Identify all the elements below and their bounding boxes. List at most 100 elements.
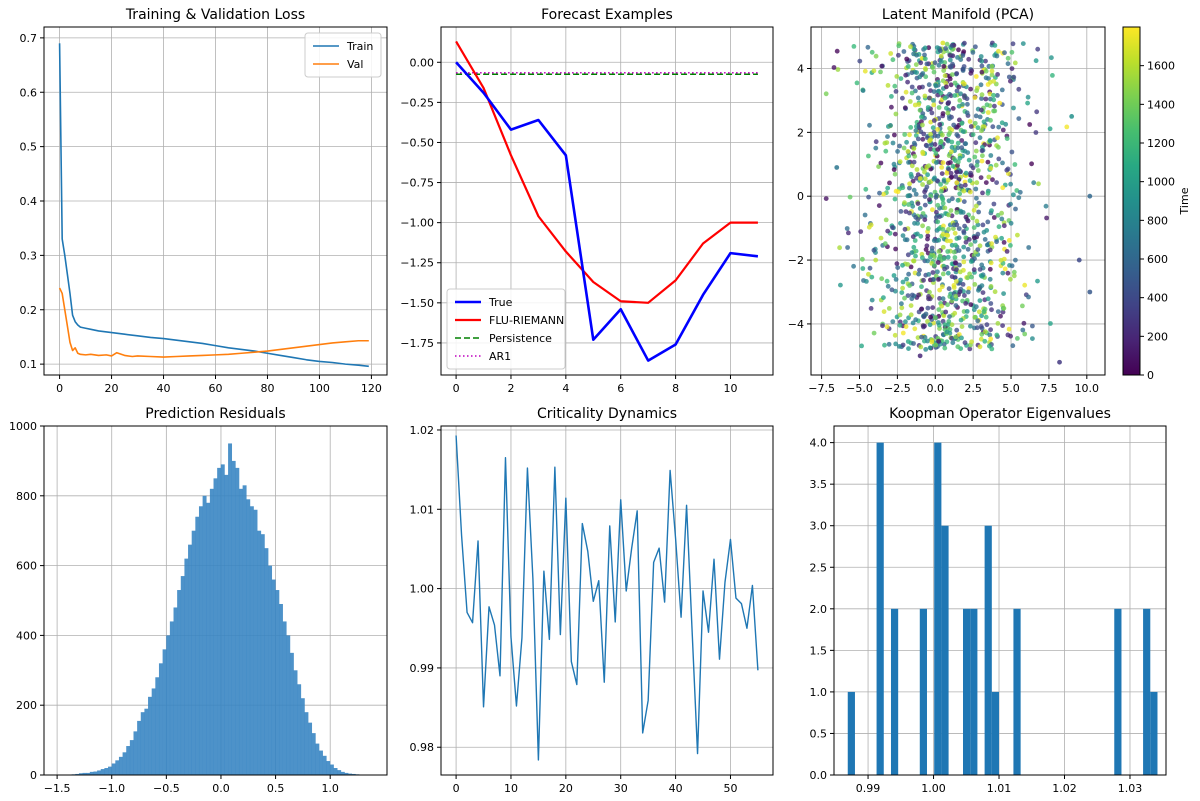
scatter-point bbox=[1001, 240, 1007, 245]
scatter-point bbox=[949, 322, 955, 328]
scatter-point bbox=[834, 165, 840, 170]
scatter-point bbox=[1009, 263, 1015, 269]
legend-label: Train bbox=[346, 40, 373, 53]
scatter-point bbox=[1069, 113, 1075, 119]
scatter-point bbox=[1050, 73, 1055, 78]
histogram-bar bbox=[275, 590, 280, 775]
scatter-point bbox=[1022, 331, 1028, 337]
scatter-point bbox=[866, 194, 871, 200]
y-tick-label: 0.5 bbox=[20, 141, 38, 154]
scatter-point bbox=[929, 252, 934, 257]
scatter-point bbox=[949, 72, 955, 77]
scatter-point bbox=[965, 101, 970, 107]
scatter-point bbox=[942, 322, 948, 328]
scatter-point bbox=[963, 214, 969, 220]
scatter-point bbox=[845, 245, 850, 250]
axes-frame bbox=[43, 425, 388, 776]
histogram-bar bbox=[991, 691, 1000, 775]
scatter-point bbox=[979, 92, 985, 98]
legend-label: Val bbox=[347, 58, 363, 71]
histogram-bar bbox=[198, 506, 203, 775]
scatter-point bbox=[911, 159, 917, 165]
scatter-point bbox=[911, 46, 917, 52]
histogram-bar bbox=[177, 590, 182, 775]
scatter-point bbox=[939, 165, 945, 170]
histogram-bar bbox=[97, 770, 102, 775]
scatter-point bbox=[900, 262, 905, 268]
scatter-point bbox=[950, 61, 955, 67]
scatter-point bbox=[911, 187, 917, 193]
scatter-point bbox=[892, 196, 898, 202]
y-tick-label: 0.7 bbox=[20, 32, 38, 45]
scatter-point bbox=[970, 215, 976, 221]
histogram-bar bbox=[202, 495, 207, 775]
scatter-point bbox=[892, 171, 898, 177]
scatter-point bbox=[960, 129, 966, 135]
scatter-point bbox=[940, 231, 946, 237]
scatter-point bbox=[823, 91, 829, 97]
y-tick-label: 0.0 bbox=[810, 769, 828, 782]
scatter-point bbox=[927, 197, 932, 203]
scatter-point bbox=[913, 62, 919, 67]
scatter-point bbox=[929, 339, 935, 345]
histogram-bar bbox=[293, 670, 298, 775]
y-tick-label: 2.0 bbox=[810, 603, 828, 616]
scatter-point bbox=[860, 256, 865, 262]
scatter-point bbox=[910, 320, 916, 326]
scatter-point bbox=[945, 249, 951, 254]
scatter-point bbox=[1001, 223, 1007, 229]
scatter-points bbox=[823, 40, 1093, 365]
scatter-point bbox=[955, 145, 961, 151]
scatter-point bbox=[1017, 189, 1023, 195]
scatter-point bbox=[1026, 294, 1031, 300]
scatter-point bbox=[958, 277, 963, 283]
scatter-point bbox=[934, 45, 940, 50]
scatter-point bbox=[951, 122, 957, 128]
scatter-point bbox=[940, 200, 946, 206]
scatter-point bbox=[942, 73, 948, 79]
scatter-point bbox=[1000, 270, 1006, 276]
scatter-point bbox=[863, 186, 869, 192]
x-tick-label: −0.5 bbox=[153, 782, 180, 795]
scatter-point bbox=[925, 105, 931, 110]
x-tick-label: 30 bbox=[614, 782, 628, 795]
scatter-point bbox=[935, 202, 941, 208]
histogram-bar bbox=[271, 579, 276, 775]
histogram-bar bbox=[260, 534, 265, 775]
scatter-point bbox=[995, 72, 1000, 77]
scatter-point bbox=[928, 137, 933, 143]
scatter-point bbox=[912, 238, 918, 243]
scatter-point bbox=[961, 259, 967, 265]
scatter-point bbox=[890, 57, 896, 63]
axes-frame bbox=[833, 425, 1167, 776]
scatter-point bbox=[900, 279, 906, 285]
scatter-point bbox=[894, 261, 900, 267]
scatter-point bbox=[909, 163, 915, 169]
chart-title: Training & Validation Loss bbox=[125, 7, 305, 23]
scatter-point bbox=[851, 263, 856, 269]
scatter-point bbox=[948, 149, 954, 155]
histogram-bar bbox=[970, 608, 978, 775]
scatter-point bbox=[949, 43, 955, 48]
scatter-point bbox=[909, 292, 915, 298]
scatter-point bbox=[980, 153, 985, 159]
scatter-point bbox=[1012, 60, 1018, 66]
scatter-point bbox=[988, 260, 994, 266]
scatter-point bbox=[911, 145, 917, 151]
colorbar-tick-label: 1000 bbox=[1147, 176, 1175, 189]
scatter-point bbox=[893, 246, 898, 252]
scatter-point bbox=[979, 148, 985, 154]
scatter-point bbox=[890, 319, 896, 324]
scatter-point bbox=[1008, 276, 1013, 282]
x-tick-label: 4 bbox=[562, 382, 569, 395]
scatter-point bbox=[881, 191, 886, 197]
axes-frame bbox=[440, 425, 774, 776]
scatter-point bbox=[898, 209, 904, 214]
histogram-bar bbox=[195, 516, 200, 775]
y-tick-label: 0.2 bbox=[20, 304, 38, 317]
scatter-point bbox=[959, 121, 965, 126]
y-tick-label: 1.02 bbox=[410, 424, 435, 437]
histogram-bar bbox=[1114, 608, 1122, 775]
x-tick-label: −2.5 bbox=[884, 382, 911, 395]
scatter-point bbox=[885, 83, 891, 88]
